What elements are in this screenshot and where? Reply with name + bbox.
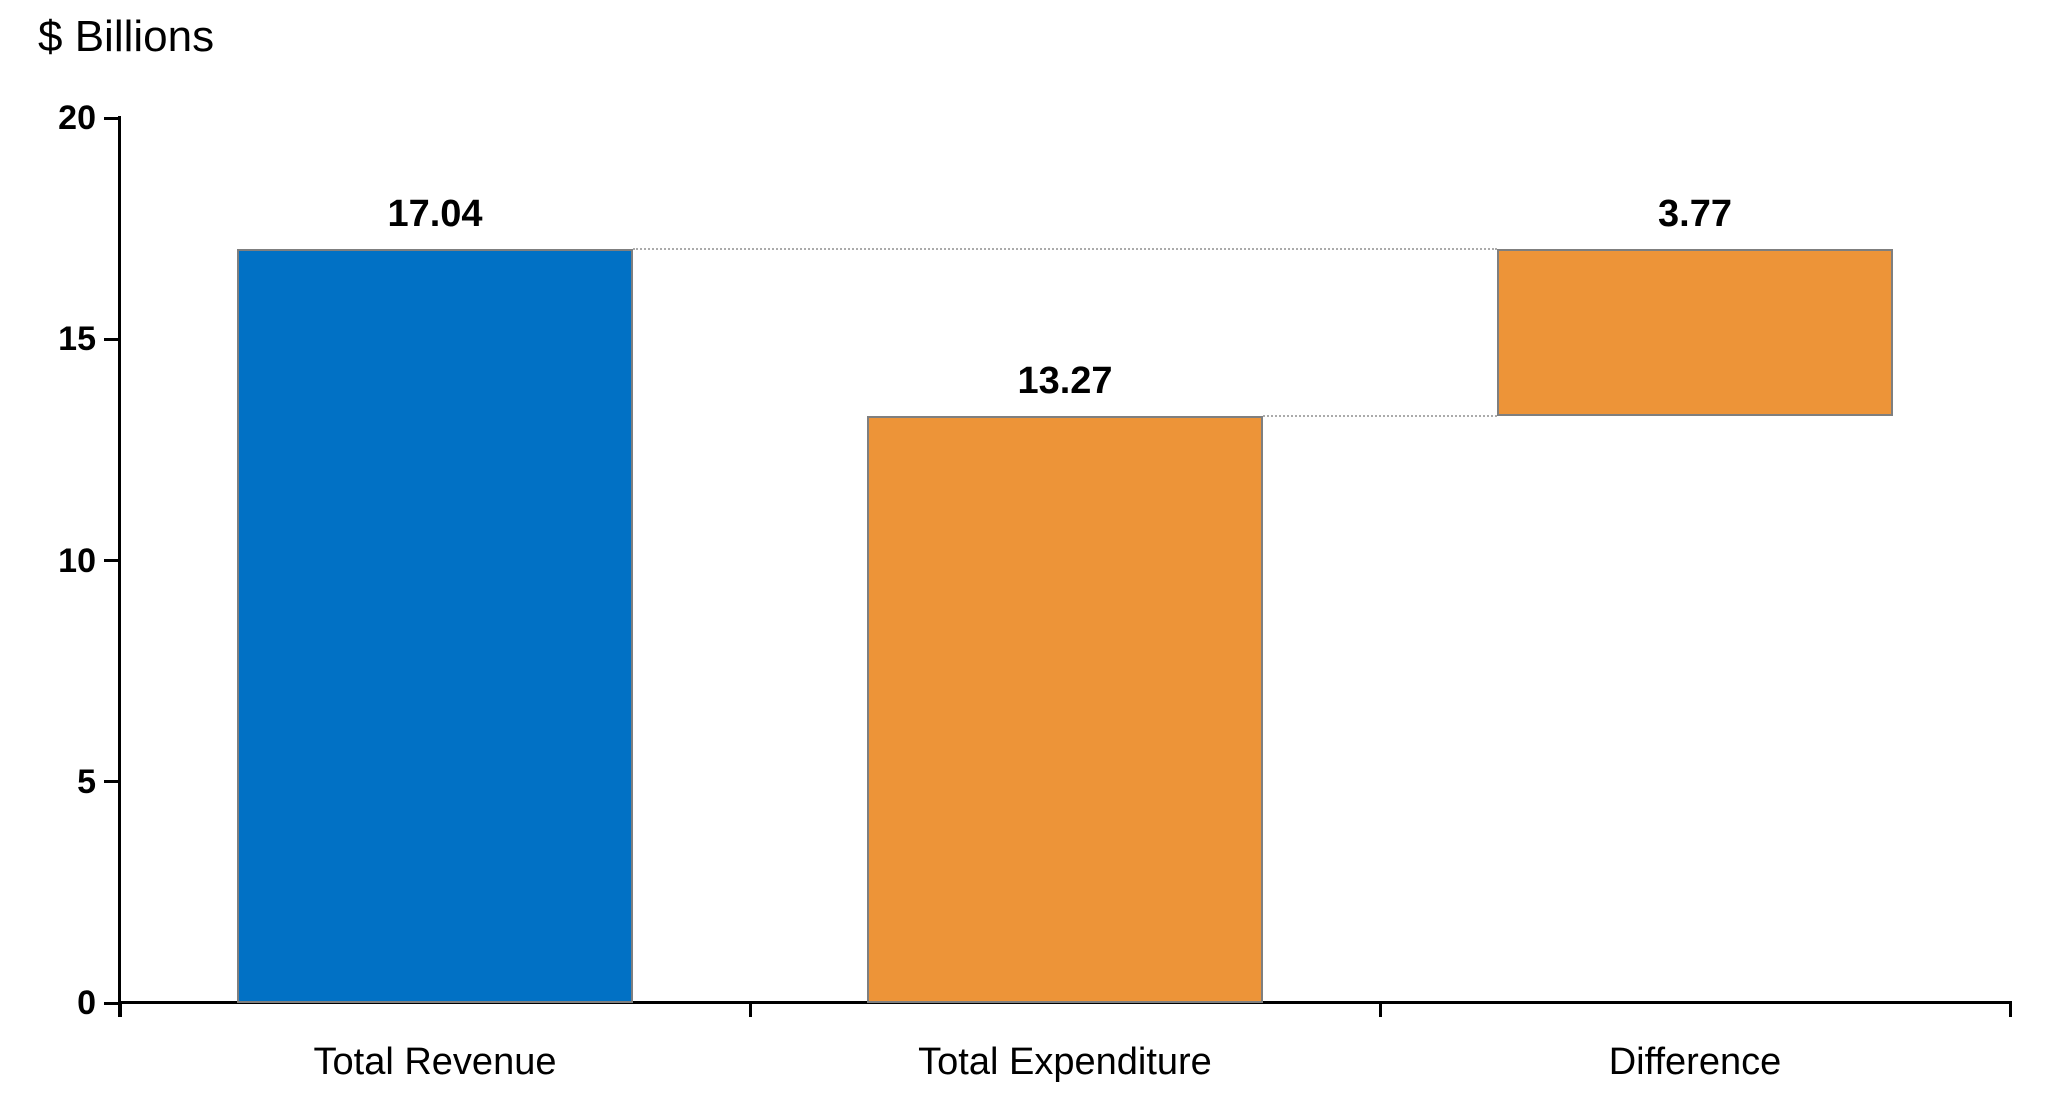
y-tick-label: 20 [58, 99, 96, 137]
category-label-difference: Difference [1608, 1041, 1782, 1083]
connector-line [1263, 414, 1497, 417]
x-tick-mark [748, 1003, 752, 1017]
y-tick-mark [104, 337, 118, 341]
y-tick-label: 5 [77, 762, 96, 801]
category-label-total-expenditure: Total Expenditure [918, 1041, 1212, 1083]
y-tick-label: 0 [77, 984, 96, 1022]
x-tick-mark [1378, 1003, 1382, 1017]
bar-total-expenditure [867, 415, 1263, 1003]
bar-value-label: 3.77 [1658, 192, 1732, 235]
y-tick-label: 10 [58, 541, 96, 580]
y-tick-mark [104, 780, 118, 784]
y-tick-mark [104, 116, 118, 120]
bar-value-label: 17.04 [387, 192, 483, 235]
connector-line [633, 247, 1497, 250]
x-tick-mark [118, 1003, 122, 1017]
y-tick-mark [104, 1001, 118, 1005]
bar-total-revenue [237, 248, 633, 1003]
bar-difference [1497, 248, 1893, 416]
x-tick-mark [2008, 1003, 2012, 1017]
category-label-total-revenue: Total Revenue [313, 1041, 557, 1083]
y-tick-mark [104, 559, 118, 562]
bar-value-label: 13.27 [1017, 359, 1113, 402]
y-tick-label: 15 [58, 320, 96, 359]
chart-title: $ Billions [38, 12, 215, 61]
y-axis-line [118, 116, 121, 1017]
